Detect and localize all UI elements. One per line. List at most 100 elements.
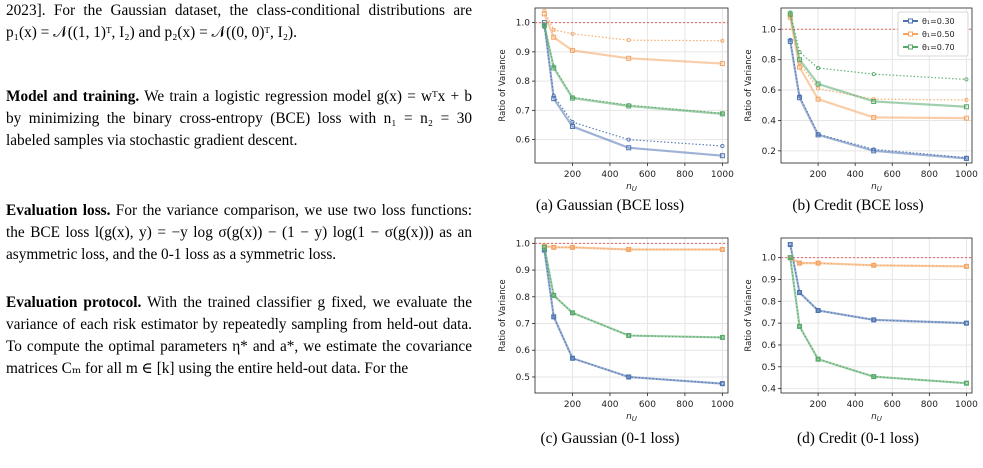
data-point-dotted <box>964 321 969 326</box>
data-point <box>569 95 575 101</box>
text-span: We train a logistic regression model <box>139 88 377 105</box>
data-point-dotted <box>871 317 876 322</box>
data-point-dotted <box>570 31 575 36</box>
series-line <box>789 16 967 120</box>
math-model: g(x) = wᵀx + b <box>376 88 473 105</box>
x-tick-label: 400 <box>601 170 618 180</box>
y-tick-label: 0.7 <box>516 320 530 330</box>
caption-c: (c) Gaussian (0-1 loss) <box>540 430 680 447</box>
data-point-dotted <box>720 111 725 116</box>
y-tick-label: 0.7 <box>516 106 530 116</box>
y-tick-label: 0.9 <box>516 48 531 58</box>
data-point-dotted <box>964 77 969 82</box>
paragraph-heading: Model and training. <box>6 88 140 105</box>
data-point <box>797 57 803 63</box>
x-tick-label: 600 <box>639 170 656 180</box>
paragraph-heading: Evaluation loss. <box>6 202 111 219</box>
data-point-dotted <box>788 255 793 260</box>
y-tick-label: 0.8 <box>762 297 777 307</box>
data-point <box>626 145 632 151</box>
plot-frame <box>780 237 973 394</box>
data-point-dotted <box>551 245 556 250</box>
text-span: , we estimate the covariance matrices <box>6 338 472 377</box>
data-point-dotted <box>816 86 821 91</box>
caption-d: (d) Credit (0-1 loss) <box>797 430 919 447</box>
math-cov: Cₘ for all m ∈ [k] <box>61 360 175 377</box>
data-point-dotted <box>797 290 802 295</box>
data-point-dotted <box>720 381 725 386</box>
y-tick-label: 0.9 <box>762 275 777 285</box>
series-line <box>789 257 967 385</box>
x-axis-label: nU <box>871 412 882 423</box>
text-span: fixed, we evaluate the variance of each … <box>6 294 472 355</box>
data-point <box>797 64 803 70</box>
data-point-dotted <box>788 242 793 247</box>
data-point <box>787 11 793 17</box>
data-point-dotted <box>871 374 876 379</box>
chart-credit-01: 200 400 600 800 1000 0.4 0.5 0.6 0.7 0.8 0.9 1.0 nU R… <box>744 237 978 423</box>
text-span: With the trained classifier <box>141 294 318 311</box>
x-tick-label: 600 <box>884 170 901 180</box>
series-line <box>789 256 967 268</box>
plot-frame <box>780 7 973 164</box>
math-bce: l(g(x), y) = −y log σ(g(x)) − (1 − y) lo… <box>94 224 434 241</box>
x-tick-label: 800 <box>921 400 938 410</box>
data-point-dotted <box>720 335 725 340</box>
data-point <box>871 98 877 104</box>
data-point-dotted <box>542 8 547 13</box>
data-point-dotted <box>570 120 575 125</box>
data-point <box>815 96 821 102</box>
series-line-dotted <box>543 10 723 42</box>
y-tick-label: 0.4 <box>762 116 777 126</box>
data-point-dotted <box>551 64 556 69</box>
x-tick-label: 200 <box>809 400 826 410</box>
data-point-dotted <box>542 23 547 28</box>
data-point-dotted <box>816 357 821 362</box>
data-point <box>871 114 877 120</box>
chart-credit-bce: 200 400 600 800 1000 0.2 0.4 0.6 0.8 1.0 nU Ratio o… <box>744 7 978 193</box>
data-point-dotted <box>570 356 575 361</box>
series-line <box>789 244 967 325</box>
text-span: labeled samples via stochastic gradient … <box>6 132 298 149</box>
data-point <box>569 47 575 53</box>
x-tick-label: 400 <box>601 400 618 410</box>
x-tick-label: 400 <box>847 400 864 410</box>
data-point <box>541 20 547 26</box>
data-point-dotted <box>788 37 793 42</box>
data-point-dotted <box>797 94 802 99</box>
legend-marker <box>908 44 913 50</box>
y-tick-label: 1.0 <box>762 25 777 35</box>
y-tick-label: 0.6 <box>516 346 531 356</box>
data-point <box>719 153 725 159</box>
text-span: For the variance comparison, we use two … <box>6 202 472 241</box>
data-point-dotted <box>816 308 821 313</box>
y-axis-label: Ratio of Variance <box>744 49 754 121</box>
data-point-dotted <box>720 38 725 43</box>
series-line-dotted <box>789 12 967 81</box>
legend-label: θ₁=0.30 <box>922 17 955 26</box>
x-tick-label: 800 <box>921 170 938 180</box>
y-axis-label: Ratio of Variance <box>498 49 508 121</box>
data-point-dotted <box>626 103 631 108</box>
series-line <box>789 41 967 160</box>
data-point-dotted <box>964 264 969 269</box>
data-point <box>787 38 793 44</box>
data-point <box>963 115 969 121</box>
data-point-dotted <box>551 293 556 298</box>
data-point <box>963 104 969 110</box>
y-tick-label: 1.0 <box>762 254 777 264</box>
y-tick-label: 0.6 <box>516 136 531 146</box>
x-tick-label: 1000 <box>711 400 734 410</box>
data-point <box>719 61 725 67</box>
y-tick-label: 0.5 <box>516 373 530 383</box>
data-point <box>569 123 575 129</box>
x-tick-label: 200 <box>809 170 826 180</box>
plot-frame <box>534 7 729 164</box>
legend-box <box>897 11 969 57</box>
chart-gaussian-bce: 200 400 600 800 1000 0.6 0.7 0.8 0.9 1.0 nU Ratio o… <box>498 7 734 193</box>
y-tick-label: 0.7 <box>762 319 776 329</box>
math-p2: p₂(x) = 𝒩((0, 0)ᵀ, I₂). <box>164 24 297 41</box>
x-tick-label: 1000 <box>711 170 734 180</box>
data-point-dotted <box>964 97 969 102</box>
y-tick-label: 1.0 <box>516 239 531 249</box>
